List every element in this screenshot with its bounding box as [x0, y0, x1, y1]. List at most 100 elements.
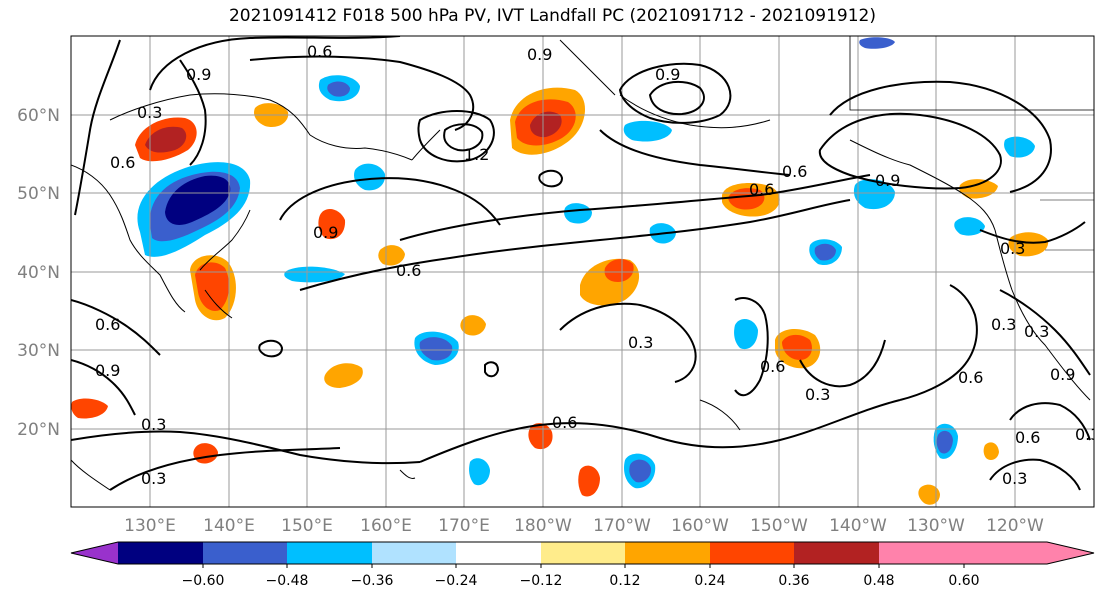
- lon-label: 160°E: [360, 516, 412, 536]
- contour-label: 0.9: [527, 45, 552, 64]
- contour-label: 0.9: [1050, 365, 1075, 384]
- contour-label: 0.3: [1000, 239, 1025, 258]
- colorbar-segment: [794, 542, 879, 564]
- positive-anomaly: [918, 484, 940, 505]
- contour-label: 0.3: [141, 415, 166, 434]
- contour-label: 0.6: [782, 162, 807, 181]
- contour-label: 0.6: [110, 153, 135, 172]
- colorbar-label: −0.24: [435, 573, 478, 589]
- positive-anomaly: [1008, 232, 1049, 257]
- negative-anomaly: [469, 458, 490, 486]
- negative-anomaly: [853, 179, 895, 210]
- negative-anomaly: [814, 243, 836, 261]
- contour-label: 0.3: [141, 469, 166, 488]
- colorbar-segment: [541, 542, 625, 564]
- contour-label: 0.9: [655, 65, 680, 84]
- lat-label: 40°N: [17, 263, 60, 283]
- map-frame: [70, 35, 1095, 508]
- positive-anomaly: [378, 245, 405, 266]
- positive-anomaly: [460, 315, 486, 336]
- positive-anomaly: [983, 442, 999, 460]
- lon-label: 140°W: [829, 516, 887, 536]
- coastlines: [71, 36, 1094, 491]
- colorbar-extend-left: [71, 542, 118, 564]
- lon-label: 130°E: [124, 516, 176, 536]
- colorbar-segment: [879, 542, 964, 564]
- colorbar-labels: −0.60 −0.48 −0.36 −0.24 −0.12 0.12 0.24 …: [182, 573, 980, 589]
- negative-anomaly: [859, 37, 895, 49]
- contour-label: 0.6: [95, 315, 120, 334]
- colorbar-label: 0.24: [694, 573, 725, 589]
- negative-anomaly: [1004, 136, 1035, 158]
- contour-label: 0.6: [396, 261, 421, 280]
- lon-label: 120°W: [986, 516, 1044, 536]
- colorbar-segment: [372, 542, 456, 564]
- colorbar-segment: [203, 542, 287, 564]
- positive-anomaly: [604, 259, 634, 282]
- colorbar-segment: [287, 542, 372, 564]
- positive-anomaly: [324, 363, 363, 388]
- colorbar-outline: [70, 541, 1095, 565]
- map-title: 2021091412 F018 500 hPa PV, IVT Landfall…: [228, 6, 876, 26]
- lon-label: 150°W: [750, 516, 808, 536]
- lon-label: 130°W: [907, 516, 965, 536]
- positive-anomaly: [578, 465, 600, 497]
- colorbar-label: 0.36: [778, 573, 809, 589]
- lon-label: 140°E: [203, 516, 255, 536]
- positive-anomaly: [195, 262, 230, 311]
- colorbar-label: −0.60: [182, 573, 225, 589]
- lon-label: 180°W: [514, 516, 572, 536]
- contour-label: 0.6: [307, 42, 332, 61]
- colorbar: −0.60 −0.48 −0.36 −0.24 −0.12 0.12 0.24 …: [70, 541, 1095, 589]
- contour-label: 0.6: [760, 357, 785, 376]
- positive-anomaly: [318, 208, 346, 240]
- colorbar-label: 0.48: [863, 573, 894, 589]
- contour-label: 0.6: [749, 180, 774, 199]
- colorbar-label: 0.60: [948, 573, 979, 589]
- contour-label: 0.3: [1024, 322, 1049, 341]
- lon-label: 170°W: [593, 516, 651, 536]
- pv-contours: [71, 36, 1091, 491]
- contour-label: 0.9: [313, 223, 338, 242]
- negative-anomaly: [284, 266, 345, 283]
- colorbar-ticks: [202, 564, 965, 568]
- positive-anomaly: [71, 398, 108, 419]
- lat-label: 20°N: [17, 420, 60, 440]
- negative-anomaly: [734, 318, 758, 350]
- positive-anomaly: [959, 179, 998, 199]
- colorbar-label: 0.12: [609, 573, 640, 589]
- contour-label: 0.3: [137, 103, 162, 122]
- colorbar-segment: [118, 542, 203, 564]
- colorbar-segment: [625, 542, 710, 564]
- positive-anomaly: [528, 423, 553, 450]
- positive-anomaly: [145, 126, 187, 153]
- contour-label: 0.3: [1002, 469, 1027, 488]
- negative-anomaly: [936, 430, 953, 454]
- contour-label: 0.3: [805, 385, 830, 404]
- positive-anomaly: [530, 111, 562, 138]
- positive-anomaly: [782, 334, 812, 360]
- latitude-labels: 60°N 50°N 40°N 30°N 20°N: [17, 106, 60, 440]
- graticule: [71, 36, 1094, 507]
- contour-label: 0.3: [1075, 425, 1100, 444]
- contour-label: 0.6: [958, 368, 983, 387]
- negative-anomaly: [419, 337, 453, 361]
- colorbar-label: −0.36: [351, 573, 394, 589]
- longitude-labels: 130°E 140°E 150°E 160°E 170°E 180°W 170°…: [124, 516, 1044, 536]
- colorbar-extend-right: [964, 542, 1094, 564]
- negative-anomaly: [954, 217, 985, 236]
- lon-label: 170°E: [438, 516, 490, 536]
- lat-label: 30°N: [17, 341, 60, 361]
- contour-labels: 0.6 0.9 0.3 1.2 0.9 0.6 0.9 0.6 0.3 0.6 …: [95, 42, 1100, 488]
- colorbar-segment: [710, 542, 794, 564]
- contour-label: 0.9: [875, 171, 900, 190]
- negative-anomaly: [327, 81, 350, 97]
- colorbar-label: −0.48: [266, 573, 309, 589]
- contour-label: 0.3: [991, 315, 1016, 334]
- negative-anomaly: [629, 459, 652, 483]
- colorbar-segment: [456, 542, 541, 564]
- contour-label: 0.3: [628, 333, 653, 352]
- lon-label: 150°E: [281, 516, 333, 536]
- negative-anomaly: [564, 203, 592, 224]
